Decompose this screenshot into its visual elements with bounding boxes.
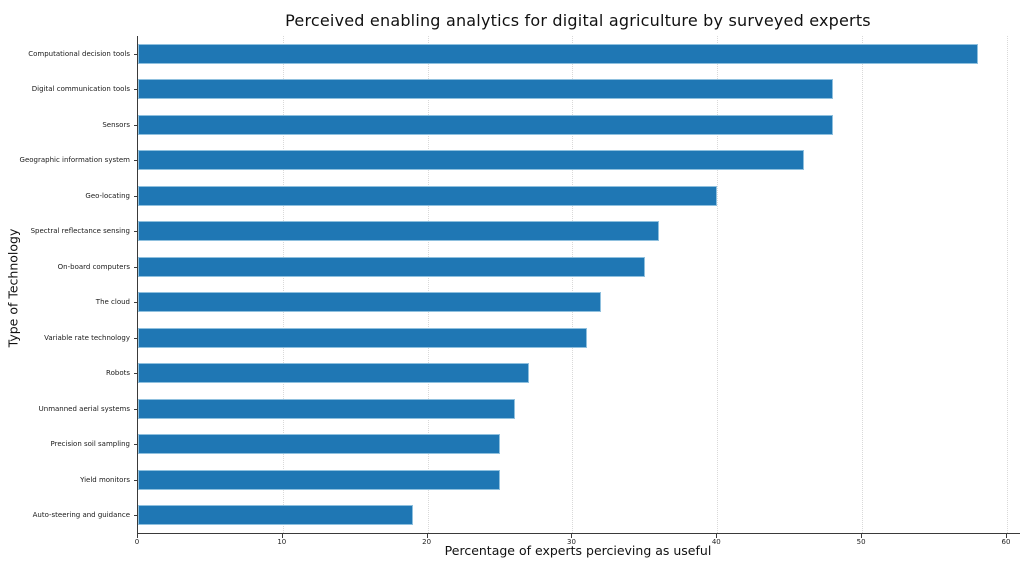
category-label: Robots	[106, 369, 130, 378]
y-tick-mark	[134, 124, 138, 126]
x-tick-label: 50	[856, 538, 866, 546]
bar-row: Precision soil sampling	[51, 427, 1020, 463]
y-tick-mark	[134, 302, 138, 304]
bar	[138, 434, 501, 455]
bar	[138, 327, 587, 348]
bar	[138, 43, 978, 64]
category-label: Spectral reflectance sensing	[30, 227, 130, 236]
bar-row: Variable rate technology	[44, 320, 1020, 356]
x-tick-label: 60	[1001, 538, 1011, 546]
bar	[138, 469, 501, 490]
bar	[138, 150, 805, 171]
bar-row: The cloud	[96, 285, 1020, 321]
category-label: Yield monitors	[80, 475, 130, 484]
bar-row: Sensors	[102, 107, 1020, 143]
category-label: Auto-steering and guidance	[32, 511, 130, 520]
x-tick-mark	[861, 534, 863, 538]
x-tick-mark	[1005, 534, 1007, 538]
bar-row: Yield monitors	[80, 462, 1020, 498]
bar-row: Spectral reflectance sensing	[31, 214, 1020, 250]
x-tick-label: 30	[567, 538, 576, 546]
bar	[138, 114, 834, 135]
gridline-x-60	[1006, 36, 1008, 533]
category-label: Precision soil sampling	[50, 440, 130, 449]
category-label: Variable rate technology	[44, 333, 130, 342]
gridline-x-40	[717, 36, 719, 533]
bars-container: Computational decision tools Digital comm…	[20, 36, 1020, 534]
bar	[138, 398, 515, 419]
category-label: On-board computers	[57, 262, 130, 271]
y-tick-mark	[134, 89, 138, 91]
gridline-x-10	[282, 36, 284, 533]
bar-row: Geo-locating	[85, 178, 1020, 214]
y-tick-mark	[134, 195, 138, 197]
category-label: Digital communication tools	[31, 85, 130, 94]
bar	[138, 221, 660, 242]
bar-row: Auto-steering and guidance	[33, 498, 1020, 534]
gridline-x-30	[572, 36, 574, 533]
category-label: Sensors	[102, 120, 130, 129]
x-tick-label: 20	[422, 538, 432, 546]
bar	[138, 505, 414, 526]
x-tick-label: 0	[134, 538, 140, 546]
bar	[138, 363, 530, 384]
bar-row: Robots	[106, 356, 1020, 392]
bar	[138, 292, 602, 313]
y-tick-mark	[134, 231, 138, 233]
x-axis-label: Percentage of experts percieving as usef…	[444, 543, 712, 558]
y-tick-mark	[134, 479, 138, 481]
y-tick-mark	[134, 373, 138, 375]
y-tick-mark	[134, 408, 138, 410]
bar-row: Geographic information system	[20, 143, 1020, 179]
category-label: Geo-locating	[85, 191, 130, 200]
y-tick-mark	[134, 53, 138, 55]
y-tick-mark	[134, 515, 138, 517]
bar	[138, 79, 834, 100]
x-tick-mark	[137, 534, 138, 538]
category-label: The cloud	[95, 298, 130, 307]
y-tick-mark	[134, 444, 138, 446]
category-label: Unmanned aerial systems	[38, 404, 130, 413]
x-tick-label: 10	[277, 538, 287, 546]
x-tick-label: 40	[711, 538, 721, 546]
y-tick-mark	[134, 266, 138, 268]
chart-title: Perceived enabling analytics for digital…	[285, 11, 871, 30]
x-tick-mark	[281, 534, 283, 538]
gridline-x-20	[427, 36, 429, 533]
category-label: Computational decision tools	[28, 49, 130, 58]
x-tick-mark	[716, 534, 718, 538]
bar	[138, 185, 718, 206]
gridline-x-50	[862, 36, 864, 533]
category-label: Geographic information system	[19, 156, 130, 165]
bar-row: On-board computers	[58, 249, 1020, 285]
y-axis-label-text: Type of Technology	[5, 228, 21, 348]
bar-row: Computational decision tools	[28, 36, 1020, 72]
bar	[138, 256, 645, 277]
bar-row: Unmanned aerial systems	[39, 391, 1020, 427]
bar-row: Digital communication tools	[32, 72, 1020, 108]
y-tick-mark	[134, 337, 138, 339]
plot-area: Computational decision tools Digital comm…	[20, 36, 1020, 534]
x-tick-mark	[426, 534, 428, 538]
y-tick-mark	[134, 160, 138, 162]
x-tick-mark	[571, 534, 573, 538]
